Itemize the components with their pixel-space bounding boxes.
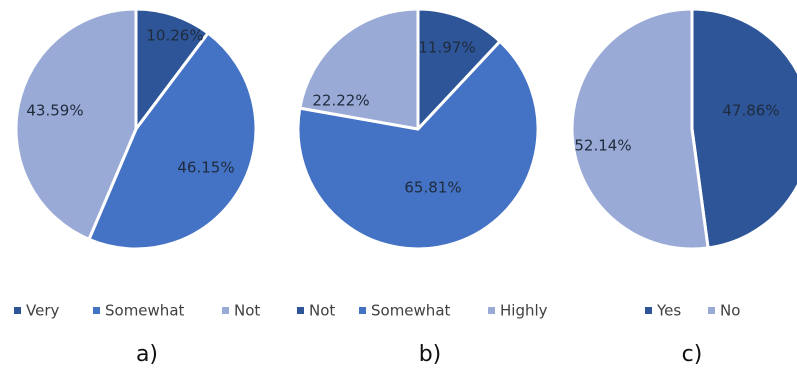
legend-label: Highly bbox=[500, 302, 548, 320]
legend-label: No bbox=[720, 302, 740, 320]
data-label: 10.26% bbox=[146, 27, 203, 45]
legend: Not Somewhat Highly bbox=[297, 302, 548, 320]
pie-chart-3: 47.86% 52.14% Yes No c) bbox=[570, 7, 797, 367]
legend-item-very: Very bbox=[14, 302, 59, 320]
data-label: 43.59% bbox=[26, 102, 83, 120]
legend-swatch bbox=[297, 307, 304, 314]
legend-label: Somewhat bbox=[371, 302, 451, 320]
legend-swatch bbox=[222, 307, 229, 314]
legend-label: Very bbox=[26, 302, 59, 320]
legend-item-somewhat: Somewhat bbox=[359, 302, 451, 320]
legend-swatch bbox=[488, 307, 495, 314]
legend-item-not: Not bbox=[222, 302, 260, 320]
legend: Very Somewhat Not bbox=[14, 302, 260, 320]
legend-swatch bbox=[14, 307, 21, 314]
legend: Yes No bbox=[645, 302, 740, 320]
legend-label: Yes bbox=[656, 302, 681, 320]
chart-caption: b) bbox=[419, 342, 442, 367]
pie-slice-somewhat bbox=[87, 31, 258, 251]
pie-slice-no bbox=[570, 7, 710, 251]
legend-item-yes: Yes bbox=[645, 302, 681, 320]
data-label: 47.86% bbox=[722, 102, 779, 120]
legend-swatch bbox=[359, 307, 366, 314]
data-label: 11.97% bbox=[418, 39, 475, 57]
data-label: 22.22% bbox=[312, 92, 369, 110]
legend-swatch bbox=[93, 307, 100, 314]
legend-item-somewhat: Somewhat bbox=[93, 302, 185, 320]
legend-item-not: Not bbox=[297, 302, 335, 320]
data-label: 46.15% bbox=[177, 159, 234, 177]
legend-swatch bbox=[645, 307, 652, 314]
pie-slice-somewhat bbox=[296, 39, 540, 251]
legend-label: Not bbox=[234, 302, 260, 320]
pie-slice-not bbox=[14, 7, 138, 241]
pie-slice-highly bbox=[298, 7, 420, 131]
legend-label: Somewhat bbox=[105, 302, 185, 320]
pie-chart-2: 11.97% 65.81% 22.22% Not Somewhat Highly b) bbox=[296, 7, 548, 367]
pie-chart-1: 10.26% 46.15% 43.59% Very Somewhat Not a) bbox=[14, 7, 260, 367]
legend-label: Not bbox=[309, 302, 335, 320]
pie-slice-yes bbox=[690, 7, 797, 250]
chart-caption: a) bbox=[136, 342, 158, 367]
chart-caption: c) bbox=[682, 342, 703, 367]
data-label: 52.14% bbox=[574, 137, 631, 155]
legend-item-highly: Highly bbox=[488, 302, 548, 320]
legend-swatch bbox=[708, 307, 715, 314]
pie-slice-not bbox=[416, 7, 502, 131]
legend-item-no: No bbox=[708, 302, 740, 320]
data-label: 65.81% bbox=[404, 179, 461, 197]
